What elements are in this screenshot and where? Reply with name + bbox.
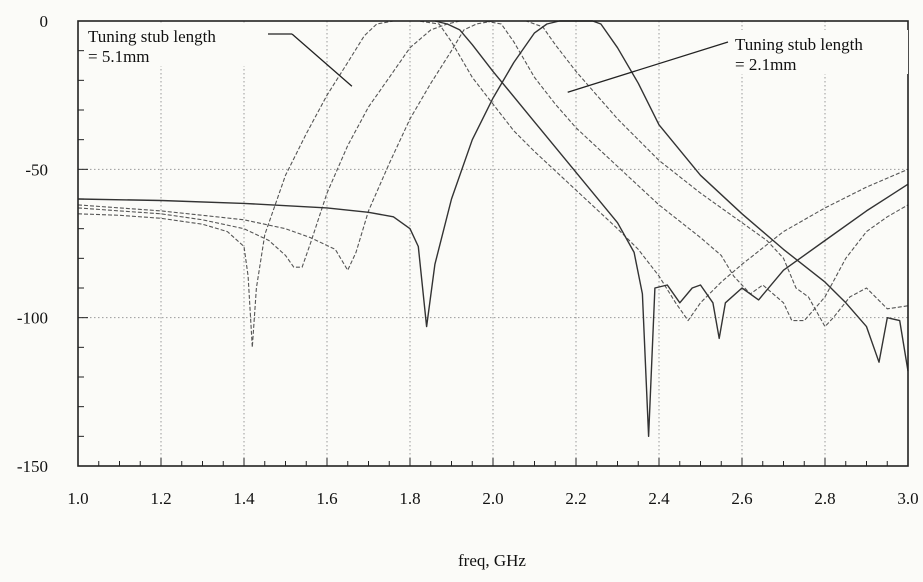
x-tick-label: 3.0 — [897, 489, 918, 508]
annotation-2-1mm-line1: Tuning stub length — [735, 35, 863, 54]
annotation-5-1mm-line1: Tuning stub length — [88, 27, 216, 46]
x-tick-label: 2.2 — [565, 489, 586, 508]
x-tick-label: 2.0 — [482, 489, 503, 508]
x-axis-title: freq, GHz — [458, 551, 526, 570]
annotations: Tuning stub length = 5.1mm Tuning stub l… — [84, 24, 908, 93]
y-tick-label: -100 — [17, 309, 48, 328]
series-line-4 — [77, 20, 909, 372]
series-line-1 — [77, 20, 909, 348]
annotation-box-2-1mm — [730, 30, 908, 74]
x-tick-label: 1.0 — [67, 489, 88, 508]
x-tick-label: 2.8 — [814, 489, 835, 508]
annotation-box-5-1mm — [84, 24, 268, 66]
y-tick-label: -50 — [25, 160, 48, 179]
plot-frame — [77, 20, 909, 467]
series-line-2 — [77, 20, 909, 322]
x-tick-label: 2.6 — [731, 489, 752, 508]
x-tick-label: 1.8 — [399, 489, 420, 508]
y-tick-label: 0 — [40, 12, 49, 31]
annotation-2-1mm-line2: = 2.1mm — [735, 55, 797, 74]
y-tick-label: -150 — [17, 457, 48, 476]
x-tick-label: 1.2 — [150, 489, 171, 508]
x-tick-label: 2.4 — [648, 489, 670, 508]
annotation-2-1mm-leader — [567, 41, 729, 93]
tick-labels: 1.0 1.2 1.4 1.6 1.8 2.0 2.2 2.4 2.6 2.8 3.0 0 -50 -10… — [17, 12, 919, 508]
x-tick-label: 1.6 — [316, 489, 337, 508]
grid-lines — [78, 21, 908, 466]
x-tick-label: 1.4 — [233, 489, 255, 508]
annotation-5-1mm-leader-b — [291, 33, 353, 87]
series-line-5 — [434, 20, 909, 437]
annotation-5-1mm-line2: = 5.1mm — [88, 47, 150, 66]
tick-marks — [77, 20, 909, 467]
